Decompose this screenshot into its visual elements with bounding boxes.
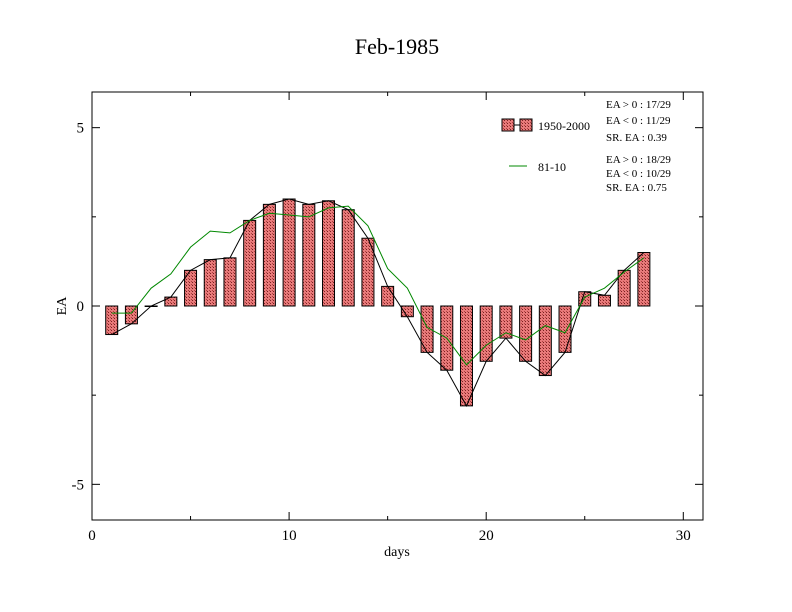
stats-line: EA < 0 : 11/29 [606, 115, 671, 127]
series-line-1950-2000 [111, 198, 645, 407]
x-tick-label: 0 [88, 528, 96, 544]
x-tick-label: 30 [676, 528, 691, 544]
bar [243, 219, 257, 307]
legend: 1950-2000 81-10 EA > 0 : 17/29 EA < 0 : 11/… [501, 99, 671, 194]
y-axis-label: EA [55, 296, 70, 316]
bar [322, 200, 336, 307]
bar [262, 203, 276, 307]
stats-line: SR. EA : 0.75 [606, 182, 667, 194]
bar [538, 305, 552, 377]
stats-line: EA < 0 : 10/29 [606, 168, 671, 180]
x-axis-label: days [384, 545, 410, 560]
bar [302, 203, 316, 307]
legend-swatch-1950-2000 [501, 118, 515, 132]
bar [400, 305, 414, 318]
bar [459, 305, 473, 407]
bar [203, 259, 217, 307]
x-tick-label: 20 [479, 528, 494, 544]
bar [479, 305, 493, 362]
legend-label-1950-2000: 1950-2000 [538, 119, 590, 133]
stats-line: SR. EA : 0.39 [606, 132, 667, 144]
bar [597, 294, 611, 307]
legend-label-81-10: 81-10 [538, 160, 566, 174]
bar [558, 305, 572, 353]
bar [164, 296, 178, 307]
series-line-81-10 [111, 205, 645, 366]
y-tick-label: 0 [77, 299, 85, 315]
bar [105, 305, 119, 336]
bar [381, 285, 395, 307]
x-tick-label: 10 [282, 528, 297, 544]
stats-line: EA > 0 : 18/29 [606, 154, 671, 166]
stats-line: EA > 0 : 17/29 [606, 99, 671, 111]
y-tick-label: 5 [77, 121, 85, 137]
bar [223, 257, 237, 307]
bar [124, 305, 138, 325]
legend-swatch-1950-2000 [519, 118, 533, 132]
y-tick-label: -5 [72, 477, 85, 493]
bar [519, 305, 533, 362]
bar [341, 209, 355, 307]
chart-title: Feb-1985 [355, 34, 439, 59]
